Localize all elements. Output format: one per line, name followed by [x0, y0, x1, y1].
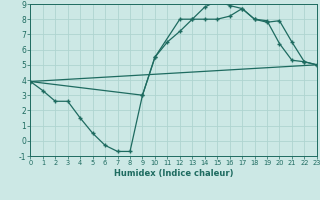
X-axis label: Humidex (Indice chaleur): Humidex (Indice chaleur)	[114, 169, 233, 178]
